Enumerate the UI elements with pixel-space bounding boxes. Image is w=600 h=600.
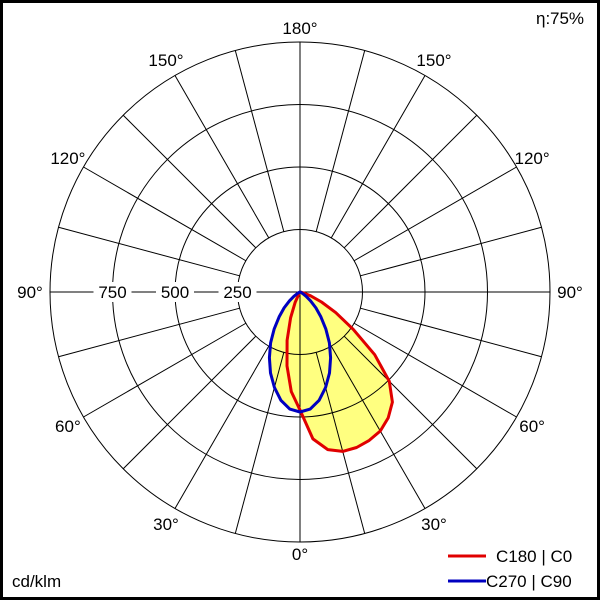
angle-label: 30° [153, 515, 179, 534]
angle-label: 60° [55, 417, 81, 436]
grid-spoke [343, 114, 478, 249]
legend-label-c180-c0: C180 | C0 [496, 547, 572, 566]
unit-label: cd/klm [12, 572, 61, 591]
grid-spoke [315, 352, 366, 534]
grid-spoke [122, 114, 257, 249]
radial-tick-label: 750 [98, 283, 126, 302]
angle-label: 120° [515, 149, 550, 168]
angle-label: 150° [416, 51, 451, 70]
grid-spoke [353, 322, 517, 418]
angle-label: 150° [148, 51, 183, 70]
grid-spoke [83, 322, 247, 418]
legend-label-c270-c90: C270 | C90 [486, 572, 572, 591]
tick-label-bg [156, 282, 194, 302]
angle-label: 90° [557, 283, 583, 302]
radial-tick-label: 250 [223, 283, 251, 302]
series-curve-c180-c0 [285, 290, 394, 453]
grid-spoke [58, 226, 240, 277]
efficiency-value: 75% [550, 9, 584, 28]
angle-label: 120° [50, 149, 85, 168]
angle-label: 90° [17, 283, 43, 302]
grid-spoke [343, 335, 478, 470]
grid-spoke [353, 166, 517, 262]
grid-spoke [234, 352, 285, 534]
legend: C180 | C0 C270 | C90 [448, 547, 572, 591]
grid-spoke [330, 75, 426, 239]
grid-spoke [122, 335, 257, 470]
grid-spoke [174, 75, 270, 239]
angle-label: 0° [292, 545, 308, 564]
tick-label-bg [93, 282, 132, 302]
grid-spoke [174, 345, 270, 509]
grid-spoke [360, 307, 542, 358]
grid-spoke [330, 345, 426, 509]
grid-spoke [234, 50, 285, 232]
grid-spoke [58, 307, 240, 358]
angle-label: 180° [282, 19, 317, 38]
grid-spoke [360, 226, 542, 277]
grid-spoke [315, 50, 366, 232]
efficiency-label: η: [536, 9, 550, 28]
angle-label: 30° [421, 515, 447, 534]
grid-spoke [83, 166, 247, 262]
radial-tick-label: 500 [161, 283, 189, 302]
tick-label-bg [218, 282, 257, 302]
angle-label: 60° [519, 417, 545, 436]
series-curve-c270-c90 [267, 290, 333, 414]
